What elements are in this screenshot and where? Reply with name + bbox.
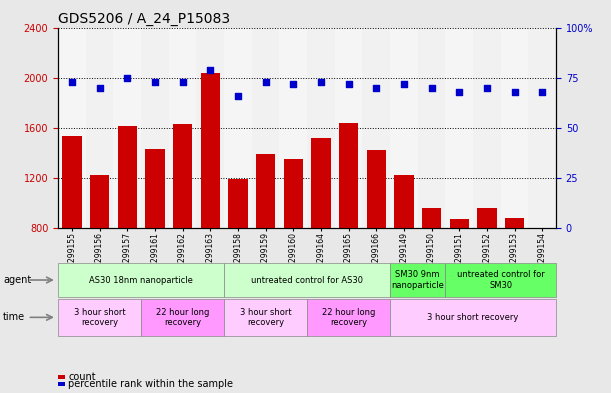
Bar — [473, 28, 500, 228]
Bar — [173, 124, 192, 328]
Point — [316, 79, 326, 85]
Point — [261, 79, 271, 85]
Text: GDS5206 / A_24_P15083: GDS5206 / A_24_P15083 — [58, 12, 230, 26]
Bar — [445, 28, 473, 228]
Text: AS30 18nm nanoparticle: AS30 18nm nanoparticle — [89, 275, 193, 285]
Bar — [284, 159, 303, 328]
Bar — [117, 127, 137, 328]
Text: agent: agent — [3, 275, 31, 285]
Bar — [62, 136, 81, 328]
Bar — [390, 28, 418, 228]
Point — [288, 81, 298, 87]
Bar — [533, 228, 552, 328]
Bar — [362, 28, 390, 228]
Bar — [394, 175, 414, 328]
Bar — [335, 28, 362, 228]
Text: count: count — [68, 372, 96, 382]
Point — [399, 81, 409, 87]
Bar — [256, 154, 275, 328]
Bar — [500, 28, 529, 228]
Bar — [224, 28, 252, 228]
Bar — [58, 28, 86, 228]
Point — [233, 92, 243, 99]
Text: untreated control for
SM30: untreated control for SM30 — [457, 270, 544, 290]
Bar — [114, 28, 141, 228]
Text: untreated control for AS30: untreated control for AS30 — [251, 275, 363, 285]
Text: time: time — [3, 312, 25, 322]
Point — [537, 88, 547, 95]
Text: 3 hour short recovery: 3 hour short recovery — [427, 313, 519, 322]
Point — [178, 79, 188, 85]
Text: percentile rank within the sample: percentile rank within the sample — [68, 379, 233, 389]
Bar — [307, 28, 335, 228]
Text: 3 hour short
recovery: 3 hour short recovery — [240, 308, 291, 327]
Bar — [339, 123, 358, 328]
Point — [150, 79, 159, 85]
Bar — [86, 28, 114, 228]
Point — [67, 79, 77, 85]
Point — [122, 75, 132, 81]
Bar — [252, 28, 279, 228]
Point — [205, 66, 215, 73]
Bar — [529, 28, 556, 228]
Bar — [200, 73, 220, 328]
Point — [455, 88, 464, 95]
Text: 3 hour short
recovery: 3 hour short recovery — [74, 308, 125, 327]
Point — [482, 84, 492, 91]
Point — [95, 84, 104, 91]
Bar — [418, 28, 445, 228]
Bar — [367, 150, 386, 328]
Point — [510, 88, 519, 95]
Point — [371, 84, 381, 91]
Point — [343, 81, 353, 87]
Text: 22 hour long
recovery: 22 hour long recovery — [156, 308, 209, 327]
Point — [426, 84, 436, 91]
Bar — [311, 138, 331, 328]
Bar — [228, 179, 247, 328]
Bar — [90, 175, 109, 328]
Bar — [505, 218, 524, 328]
Bar — [422, 208, 441, 328]
Bar — [196, 28, 224, 228]
Bar — [477, 208, 497, 328]
Bar — [450, 219, 469, 328]
Bar — [279, 28, 307, 228]
Text: SM30 9nm
nanoparticle: SM30 9nm nanoparticle — [391, 270, 444, 290]
Bar — [169, 28, 196, 228]
Bar — [145, 149, 164, 328]
Bar — [141, 28, 169, 228]
Text: 22 hour long
recovery: 22 hour long recovery — [322, 308, 375, 327]
